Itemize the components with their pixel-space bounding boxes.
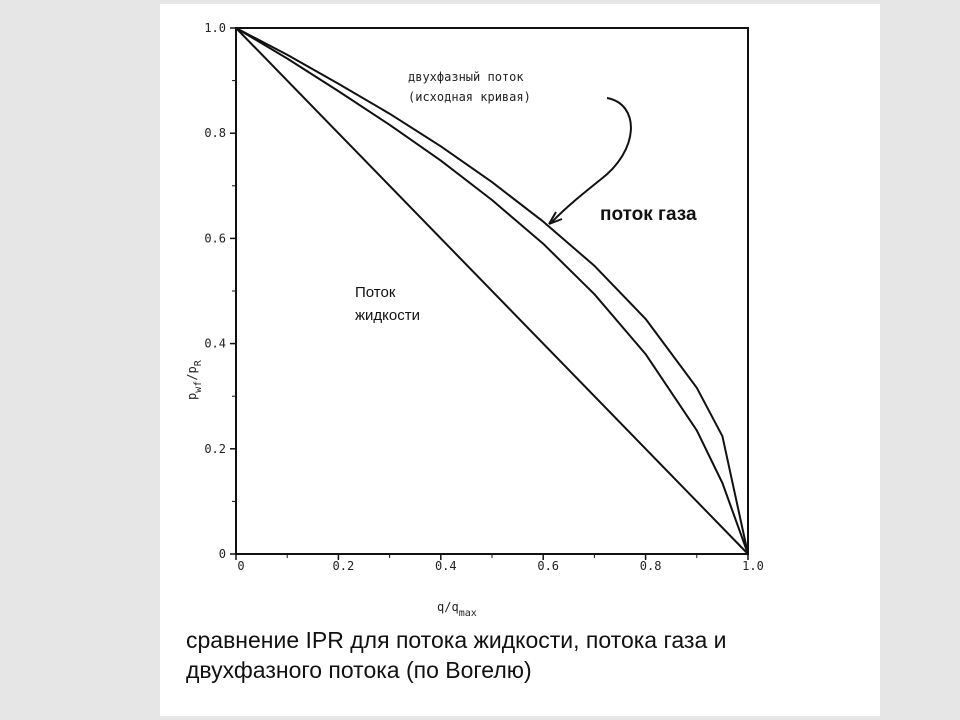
liquid-annotation-line1: Поток	[355, 284, 396, 301]
two-phase-flow-curve	[235, 27, 749, 555]
caption-line-2: двухфазного потока (по Вогелю)	[186, 657, 532, 683]
y-tick-label: 0	[219, 547, 226, 561]
pointer-arrow	[551, 97, 632, 223]
x-tick-label: 0	[237, 559, 244, 573]
x-tick-label: 0.2	[333, 559, 355, 573]
slide-page	[160, 4, 880, 716]
y-tick-label: 1.0	[204, 21, 226, 35]
gas-annotation: поток газа	[600, 204, 697, 225]
y-axis-label: pwf/pR	[185, 359, 204, 400]
two-phase-annotation-line2: (исходная кривая)	[408, 90, 531, 104]
x-tick-label: 0.6	[537, 559, 559, 573]
ipr-chart: 0 0.2 0.4 0.6 0.8 1.000.20.40.60.81.0 q/qmax …	[185, 21, 764, 619]
pointer-arrowhead	[548, 211, 563, 225]
x-tick-label: 0.8	[640, 559, 662, 573]
y-tick-label: 0.8	[204, 126, 226, 140]
y-tick-label: 0.4	[204, 337, 226, 351]
liquid-annotation-line2: жидкости	[355, 307, 420, 324]
x-axis-label: q/qmax	[437, 600, 477, 619]
two-phase-annotation-line1: двухфазный поток	[408, 70, 524, 84]
slide-caption: сравнение IPR для потока жидкости, поток…	[186, 625, 806, 685]
caption-line-1: сравнение IPR для потока жидкости, поток…	[186, 627, 727, 653]
gas-flow-curve	[235, 27, 749, 555]
x-tick-label: 1.0	[742, 559, 764, 573]
y-tick-label: 0.6	[204, 231, 226, 245]
y-tick-label: 0.2	[204, 442, 226, 456]
x-tick-label: 0.4	[435, 559, 457, 573]
liquid-flow-line	[235, 27, 749, 555]
